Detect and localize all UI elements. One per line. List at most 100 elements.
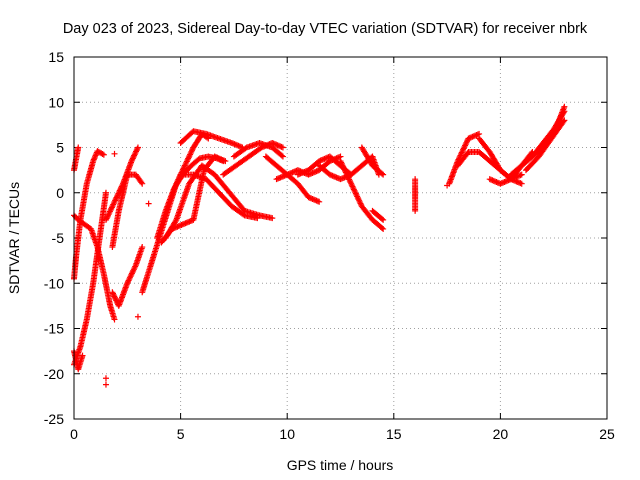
data-point	[103, 215, 110, 222]
data-point	[130, 267, 137, 274]
data-point	[115, 190, 122, 197]
data-point	[102, 189, 109, 196]
data-point	[112, 197, 119, 204]
data-point	[131, 152, 138, 159]
data-point	[105, 211, 112, 218]
data-point	[145, 200, 152, 207]
data-point	[126, 274, 133, 281]
data-point	[138, 179, 145, 186]
data-point	[126, 276, 133, 283]
y-tick-label: 5	[56, 140, 64, 156]
data-point	[110, 292, 117, 299]
data-point	[108, 204, 115, 211]
data-point	[518, 171, 525, 178]
data-point	[110, 200, 117, 207]
x-tick-label: 15	[386, 426, 402, 442]
data-point	[186, 152, 193, 159]
y-tick-label: 0	[56, 185, 64, 201]
data-point	[132, 263, 139, 270]
data-point	[269, 215, 276, 222]
data-point	[254, 215, 261, 222]
x-tick-label: 0	[70, 426, 78, 442]
x-tick-label: 10	[279, 426, 295, 442]
y-tick-label: 10	[48, 94, 64, 110]
data-point	[129, 269, 136, 276]
data-point	[561, 108, 568, 115]
data-point	[412, 207, 419, 214]
data-point	[124, 278, 131, 285]
data-point	[380, 171, 387, 178]
data-point	[100, 151, 107, 158]
data-point	[240, 211, 247, 218]
data-point	[561, 117, 568, 124]
data-point	[172, 218, 179, 225]
data-point	[134, 313, 141, 320]
data-point	[111, 294, 118, 301]
data-point	[109, 289, 116, 296]
data-point	[316, 198, 323, 205]
data-point	[102, 375, 109, 382]
data-point	[130, 266, 137, 273]
x-axis-label: GPS time / hours	[287, 457, 394, 473]
data-point	[106, 209, 113, 216]
data-point	[139, 180, 146, 187]
data-point	[108, 205, 115, 212]
data-point	[102, 381, 109, 388]
data-point	[99, 151, 106, 158]
data-point	[110, 201, 117, 208]
data-point	[128, 158, 135, 165]
data-point	[132, 149, 139, 156]
y-tick-label: -25	[44, 411, 64, 427]
y-tick-label: -10	[44, 275, 64, 291]
data-point	[184, 157, 191, 164]
data-point	[279, 153, 286, 160]
data-point	[183, 158, 190, 165]
data-point	[134, 145, 141, 152]
data-point	[111, 150, 118, 157]
data-point	[378, 224, 385, 231]
data-point	[112, 196, 119, 203]
data-point	[104, 212, 111, 219]
plot-frame	[73, 56, 608, 420]
y-axis-label: SDTVAR / TECUs	[6, 182, 22, 294]
tick-labels: 0 5 10 15 20 25 15 10 5 0 -5 -10 -15 -20 -25	[44, 49, 615, 442]
data-point	[109, 202, 116, 209]
data-point	[378, 215, 385, 222]
data-point	[185, 155, 192, 162]
y-tick-label: -15	[44, 321, 64, 337]
y-tick-label: 15	[48, 49, 64, 65]
data-point	[187, 150, 194, 157]
chart-title: Day 023 of 2023, Sidereal Day-to-day VTE…	[63, 21, 588, 37]
data-point	[127, 273, 134, 280]
data-point	[278, 152, 285, 159]
y-tick-label: -20	[44, 366, 64, 382]
data-point	[79, 352, 86, 359]
data-point	[75, 144, 82, 151]
data-point	[181, 162, 188, 169]
data-point	[560, 109, 567, 116]
data-point	[380, 216, 387, 223]
data-point	[129, 156, 136, 163]
data-point	[106, 208, 113, 215]
data-point	[380, 225, 387, 232]
data-point	[111, 316, 118, 323]
data-point	[195, 156, 202, 163]
data-point	[130, 154, 137, 161]
data-point	[110, 290, 117, 297]
x-tick-label: 25	[599, 426, 615, 442]
data-point	[131, 151, 138, 158]
data-point	[129, 155, 136, 162]
data-point	[131, 264, 138, 271]
data-point	[279, 144, 286, 151]
data-point	[185, 154, 192, 161]
data-point	[128, 270, 135, 277]
data-point	[182, 161, 189, 168]
data-point	[112, 296, 119, 303]
data-point	[181, 163, 188, 170]
x-tick-label: 20	[493, 426, 509, 442]
data-point	[134, 144, 141, 151]
data-point	[188, 148, 195, 155]
data-point	[107, 207, 114, 214]
